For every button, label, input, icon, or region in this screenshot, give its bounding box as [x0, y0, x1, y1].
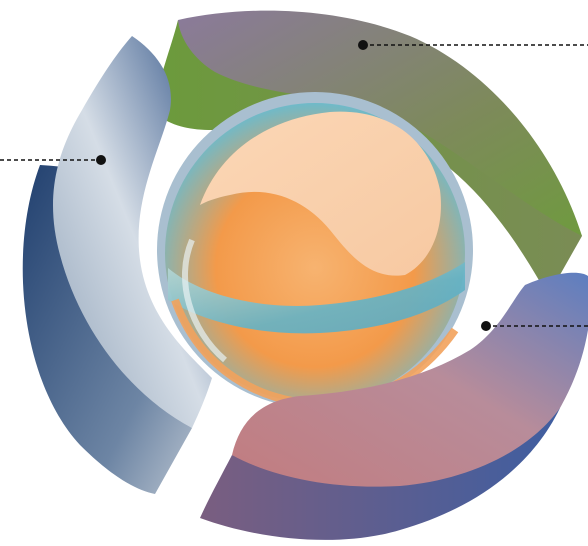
callout-bottom-right-dot — [481, 321, 491, 331]
segment-bottom-right — [200, 272, 588, 540]
callout-top-right-dot — [358, 40, 368, 50]
segment-top-right-side — [158, 20, 582, 296]
segment-top-right — [158, 10, 582, 296]
segment-bottom-right-side — [200, 395, 560, 540]
callout-bottom-right — [481, 321, 588, 331]
callout-left — [0, 155, 106, 165]
segment-bottom-right-face — [232, 272, 588, 487]
callout-top-right — [358, 40, 588, 50]
center-sphere-band — [168, 262, 465, 334]
center-sphere — [157, 92, 473, 409]
center-sphere-arc — [182, 238, 227, 363]
callout-left-dot — [96, 155, 106, 165]
segment-left-face — [53, 36, 212, 428]
segment-left — [22, 36, 212, 494]
segment-top-right-face — [178, 10, 582, 236]
center-sphere-highlight — [200, 111, 441, 276]
